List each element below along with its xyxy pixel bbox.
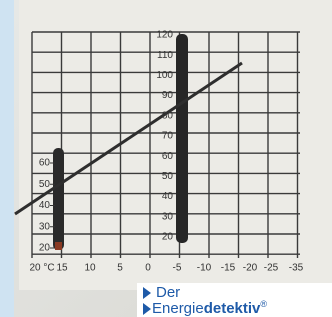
x-label: -5	[173, 263, 182, 274]
right-scale-label: 70	[162, 131, 174, 142]
left-scale-label: 50	[39, 179, 51, 190]
x-label: 20 °C	[29, 263, 54, 274]
x-label: 5	[117, 263, 123, 274]
x-label: 15	[56, 263, 68, 274]
paper	[19, 0, 332, 290]
left-scale-label: 40	[39, 200, 51, 211]
logo-mark: ®	[260, 299, 267, 309]
x-label: 10	[84, 263, 96, 274]
logo-bold: detektiv	[204, 300, 261, 317]
x-label: 0	[145, 263, 151, 274]
left-bulb	[55, 242, 62, 250]
left-scale-label: 20	[39, 243, 51, 254]
right-scale-label: 50	[162, 171, 174, 182]
x-label: -20	[243, 263, 258, 274]
right-scale-label: 120	[156, 30, 173, 41]
logo-line1: Der	[156, 284, 180, 301]
x-label: -10	[197, 263, 212, 274]
right-scale-label: 110	[157, 50, 173, 61]
right-thermometer	[176, 34, 188, 243]
x-label: -25	[264, 263, 279, 274]
x-label: -15	[221, 263, 236, 274]
right-scale-label: 40	[162, 191, 174, 202]
right-scale-label: 100	[156, 70, 173, 81]
x-label: -35	[289, 263, 304, 274]
left-scale-label: 30	[39, 221, 51, 232]
photo: 2030405060203040506070809010011012020 °C…	[0, 0, 332, 317]
left-scale-label: 60	[39, 158, 51, 169]
logo-line2: Energiedetektiv®	[152, 299, 267, 317]
right-scale-label: 30	[162, 211, 174, 222]
right-scale-label: 20	[162, 232, 174, 243]
right-scale-label: 60	[162, 151, 174, 162]
right-scale-label: 90	[162, 90, 174, 101]
logo-light: Energie	[152, 300, 204, 317]
right-scale-label: 80	[162, 110, 174, 121]
